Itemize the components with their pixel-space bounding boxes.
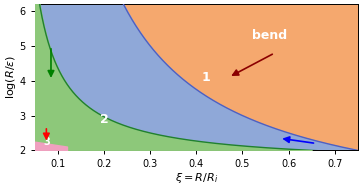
Text: 3: 3: [43, 137, 50, 147]
Text: 1: 1: [201, 71, 210, 84]
Text: 2: 2: [100, 113, 109, 125]
Y-axis label: $\log(R/\varepsilon)$: $\log(R/\varepsilon)$: [4, 55, 18, 99]
X-axis label: $\xi = R/R_i$: $\xi = R/R_i$: [175, 171, 218, 185]
Text: bend: bend: [252, 29, 287, 42]
